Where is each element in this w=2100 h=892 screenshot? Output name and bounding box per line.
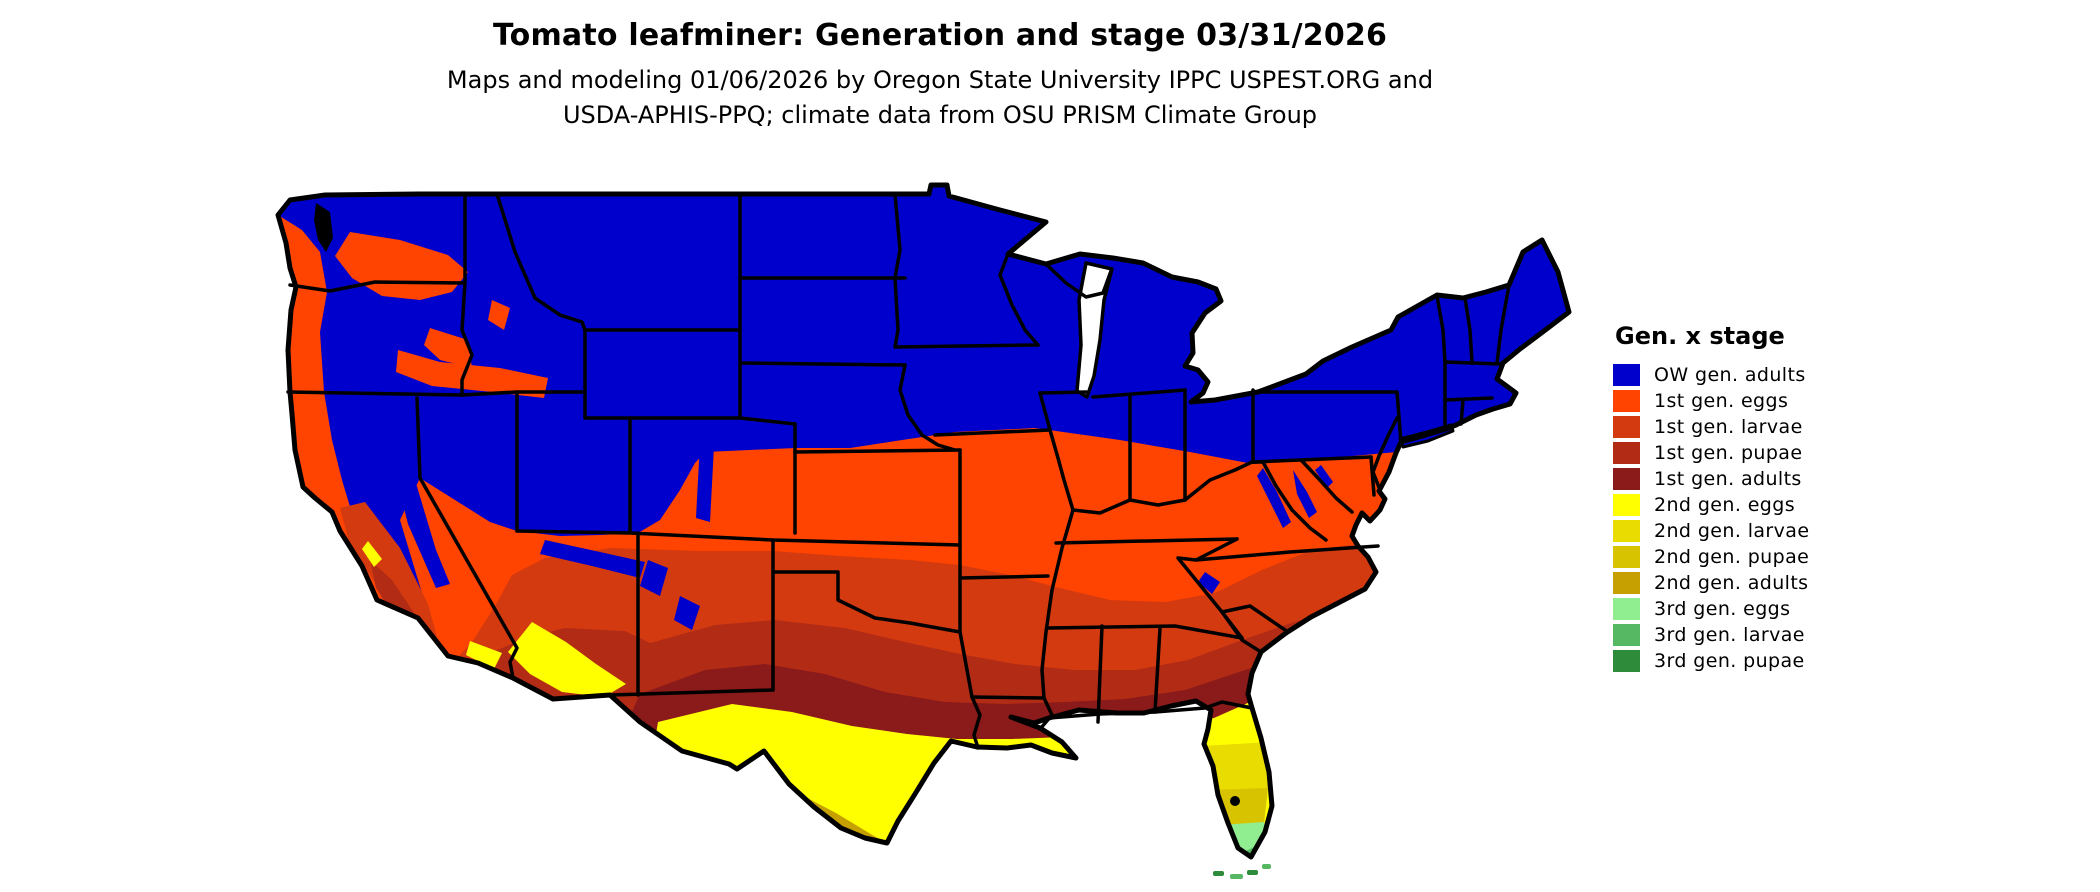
legend-item-label: 2nd gen. adults bbox=[1654, 572, 1809, 594]
legend-item-label: 2nd gen. pupae bbox=[1654, 546, 1810, 568]
legend-item-label: 1st gen. larvae bbox=[1654, 416, 1803, 438]
region-1st-eggs-coast bbox=[278, 215, 448, 658]
subtitle-line-1: Maps and modeling 01/06/2026 by Oregon S… bbox=[446, 66, 1434, 94]
lake-okeechobee bbox=[1230, 796, 1240, 806]
legend-item-label: 1st gen. eggs bbox=[1654, 390, 1789, 412]
legend-item: 1st gen. pupae bbox=[1613, 440, 1913, 466]
page-title: Tomato leafminer: Generation and stage 0… bbox=[492, 18, 1388, 53]
legend-item-label: 3rd gen. eggs bbox=[1654, 598, 1791, 620]
region-1st-eggs-snake-plain bbox=[396, 350, 548, 398]
legend-item-label: 1st gen. pupae bbox=[1654, 442, 1803, 464]
legend-item: 2nd gen. larvae bbox=[1613, 518, 1913, 544]
us-outline bbox=[275, 182, 1572, 860]
legend-swatch bbox=[1613, 598, 1640, 620]
region-2nd-larvae-florida bbox=[1202, 742, 1272, 792]
legend-swatch bbox=[1613, 442, 1640, 464]
legend-item: 2nd gen. pupae bbox=[1613, 544, 1913, 570]
legend-swatch bbox=[1613, 546, 1640, 568]
region-2nd-adults-stx-tip bbox=[792, 790, 889, 844]
region-1st-adults-channel-islands bbox=[352, 604, 386, 622]
legend-items: OW gen. adults 1st gen. eggs 1st gen. larv… bbox=[1613, 362, 1913, 674]
legend-item: 2nd gen. adults bbox=[1613, 570, 1913, 596]
region-2nd-eggs-imperial bbox=[466, 641, 502, 669]
legend-item-label: 3rd gen. larvae bbox=[1654, 624, 1805, 646]
legend-swatch bbox=[1613, 572, 1640, 594]
legend-swatch bbox=[1613, 624, 1640, 646]
legend-item: 1st gen. larvae bbox=[1613, 414, 1913, 440]
legend-swatch bbox=[1613, 650, 1640, 672]
legend-item: 3rd gen. pupae bbox=[1613, 648, 1913, 674]
map-header: Tomato leafminer: Generation and stage 0… bbox=[0, 0, 1880, 133]
legend-swatch bbox=[1613, 390, 1640, 412]
florida-keys bbox=[1213, 864, 1271, 879]
state-borders bbox=[286, 192, 1511, 750]
region-2nd-eggs-valley bbox=[362, 541, 382, 567]
legend-item-label: OW gen. adults bbox=[1654, 364, 1806, 386]
puget-sound bbox=[314, 203, 333, 252]
legend-item: 3rd gen. larvae bbox=[1613, 622, 1913, 648]
legend-swatch bbox=[1613, 468, 1640, 490]
legend-item: OW gen. adults bbox=[1613, 362, 1913, 388]
legend-item: 1st gen. adults bbox=[1613, 466, 1913, 492]
region-ow-mountain-patches bbox=[395, 432, 1333, 630]
legend-item-label: 1st gen. adults bbox=[1654, 468, 1802, 490]
legend-item: 2nd gen. eggs bbox=[1613, 492, 1913, 518]
legend-swatch bbox=[1613, 520, 1640, 542]
legend-swatch bbox=[1613, 364, 1640, 386]
region-1st-eggs-ne-oregon bbox=[424, 328, 472, 368]
page-subtitle: Maps and modeling 01/06/2026 by Oregon S… bbox=[0, 63, 1880, 133]
legend-item: 1st gen. eggs bbox=[1613, 388, 1913, 414]
subtitle-line-2: USDA-APHIS-PPQ; climate data from OSU PR… bbox=[562, 100, 1318, 129]
legend-item-label: 2nd gen. larvae bbox=[1654, 520, 1810, 542]
region-1st-eggs-montana-valley bbox=[488, 300, 510, 330]
legend: Gen. x stage OW gen. adults 1st gen. eggs… bbox=[1613, 322, 1913, 674]
legend-title: Gen. x stage bbox=[1615, 322, 1785, 350]
region-2nd-eggs-arizona bbox=[508, 622, 626, 697]
legend-item-label: 2nd gen. eggs bbox=[1654, 494, 1796, 516]
legend-swatch bbox=[1613, 416, 1640, 438]
legend-swatch bbox=[1613, 494, 1640, 516]
legend-item: 3rd gen. eggs bbox=[1613, 596, 1913, 622]
legend-item-label: 3rd gen. pupae bbox=[1654, 650, 1805, 672]
